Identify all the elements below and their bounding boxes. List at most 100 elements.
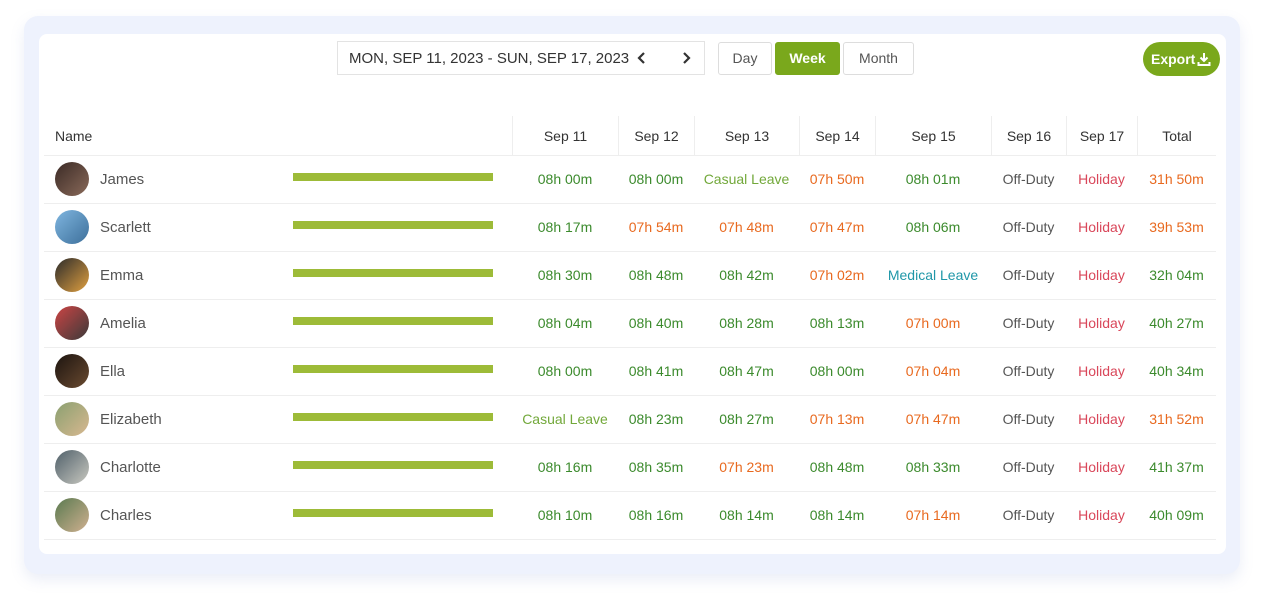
time-cell: Holiday bbox=[1078, 411, 1125, 427]
time-cell: 39h 53m bbox=[1149, 219, 1204, 235]
time-cell: 08h 40m bbox=[628, 315, 684, 331]
time-cell: Holiday bbox=[1078, 507, 1125, 523]
time-cell: 08h 41m bbox=[628, 363, 684, 379]
time-cell: 40h 27m bbox=[1149, 315, 1204, 331]
time-cell: Casual Leave bbox=[522, 411, 608, 427]
time-cell: 40h 34m bbox=[1149, 363, 1204, 379]
prev-button[interactable] bbox=[636, 50, 648, 66]
progress-bar bbox=[293, 173, 493, 181]
time-cell: Off-Duty bbox=[1002, 267, 1055, 283]
time-cell: 08h 14m bbox=[809, 507, 865, 523]
table-row: Charlotte 08h 16m 08h 35m 07h 23m 08h 48m 08h… bbox=[44, 444, 1216, 492]
time-cell: Off-Duty bbox=[1002, 363, 1055, 379]
employee-name: Ella bbox=[100, 363, 126, 380]
time-cell: 08h 14m bbox=[719, 507, 774, 523]
time-cell: 07h 14m bbox=[905, 507, 961, 523]
date-range: MON, SEP 11, 2023 - SUN, SEP 17, 2023 bbox=[349, 50, 630, 67]
time-cell: 08h 42m bbox=[719, 267, 774, 283]
table-row: Elizabeth Casual Leave 08h 23m 08h 27m 07h 1… bbox=[44, 396, 1216, 444]
view-button[interactable]: Day bbox=[718, 42, 772, 75]
time-cell: 07h 47m bbox=[905, 411, 961, 427]
progress-bar bbox=[293, 461, 493, 469]
time-cell: Off-Duty bbox=[1002, 411, 1055, 427]
avatar bbox=[55, 450, 89, 484]
employee-name: Charlotte bbox=[100, 459, 161, 476]
time-cell: 08h 00m bbox=[809, 363, 865, 379]
column-header: Total bbox=[1137, 116, 1216, 156]
export-button[interactable]: Export bbox=[1143, 42, 1220, 76]
employee-name: Scarlett bbox=[100, 219, 151, 236]
time-cell: 08h 17m bbox=[537, 219, 593, 235]
time-cell: 08h 48m bbox=[628, 267, 684, 283]
view-button[interactable]: Week bbox=[775, 42, 840, 75]
time-cell: Off-Duty bbox=[1002, 315, 1055, 331]
next-button[interactable] bbox=[680, 50, 692, 66]
table-row: James 08h 00m 08h 00m Casual Leave 07h 50m 08… bbox=[44, 156, 1216, 204]
time-cell: 07h 13m bbox=[809, 411, 865, 427]
column-header: Sep 11 bbox=[512, 116, 618, 156]
avatar bbox=[55, 498, 89, 532]
time-cell: 31h 52m bbox=[1149, 411, 1204, 427]
time-cell: 07h 48m bbox=[719, 219, 774, 235]
date-range-picker[interactable]: MON, SEP 11, 2023 - SUN, SEP 17, 2023 bbox=[337, 41, 705, 75]
time-cell: Medical Leave bbox=[887, 267, 979, 283]
time-cell: 08h 13m bbox=[809, 315, 865, 331]
time-cell: 07h 00m bbox=[905, 315, 961, 331]
employee-name: Amelia bbox=[100, 315, 146, 332]
time-cell: 08h 00m bbox=[537, 363, 593, 379]
time-cell: 07h 04m bbox=[905, 363, 961, 379]
time-cell: 08h 16m bbox=[537, 459, 593, 475]
time-cell: Holiday bbox=[1078, 267, 1125, 283]
column-header: Sep 17 bbox=[1066, 116, 1137, 156]
table-row: Scarlett 08h 17m 07h 54m 07h 48m 07h 47m 08h … bbox=[44, 204, 1216, 252]
time-cell: 07h 47m bbox=[809, 219, 865, 235]
column-header: Sep 15 bbox=[875, 116, 991, 156]
time-cell: Off-Duty bbox=[1002, 171, 1055, 187]
export-label: Export bbox=[1151, 51, 1196, 67]
time-cell: 08h 28m bbox=[719, 315, 774, 331]
column-header: Sep 14 bbox=[799, 116, 875, 156]
time-cell: 08h 48m bbox=[809, 459, 865, 475]
avatar bbox=[55, 162, 89, 196]
table-row: Amelia 08h 04m 08h 40m 08h 28m 08h 13m 07h 00… bbox=[44, 300, 1216, 348]
avatar bbox=[55, 258, 89, 292]
progress-bar bbox=[293, 317, 493, 325]
column-header: Name bbox=[44, 116, 512, 156]
time-cell: 08h 04m bbox=[537, 315, 593, 331]
employee-name: Emma bbox=[100, 267, 144, 284]
employee-name: James bbox=[100, 171, 145, 188]
column-header: Sep 13 bbox=[694, 116, 799, 156]
time-cell: 08h 35m bbox=[628, 459, 684, 475]
employee-name: Charles bbox=[100, 507, 152, 524]
column-header: Sep 16 bbox=[991, 116, 1066, 156]
progress-bar bbox=[293, 509, 493, 517]
time-cell: Holiday bbox=[1078, 171, 1125, 187]
time-cell: 08h 23m bbox=[628, 411, 684, 427]
time-cell: 31h 50m bbox=[1149, 171, 1204, 187]
table-row: Ella 08h 00m 08h 41m 08h 47m 08h 00m 07h 04m O… bbox=[44, 348, 1216, 396]
time-cell: 08h 16m bbox=[628, 507, 684, 523]
avatar bbox=[55, 306, 89, 340]
time-cell: Off-Duty bbox=[1002, 219, 1055, 235]
time-cell: 08h 01m bbox=[905, 171, 961, 187]
time-cell: Holiday bbox=[1078, 315, 1125, 331]
time-cell: 41h 37m bbox=[1149, 459, 1204, 475]
view-button[interactable]: Month bbox=[843, 42, 914, 75]
time-cell: 08h 27m bbox=[719, 411, 774, 427]
progress-bar bbox=[293, 413, 493, 421]
time-cell: 07h 02m bbox=[809, 267, 865, 283]
time-cell: Off-Duty bbox=[1002, 507, 1055, 523]
time-cell: 08h 00m bbox=[628, 171, 684, 187]
time-cell: 07h 54m bbox=[628, 219, 684, 235]
card bbox=[39, 34, 1226, 554]
table-row: Charles 08h 10m 08h 16m 08h 14m 08h 14m 07h 1… bbox=[44, 492, 1216, 540]
time-cell: 08h 00m bbox=[537, 171, 593, 187]
avatar bbox=[55, 402, 89, 436]
time-cell: Holiday bbox=[1078, 363, 1125, 379]
employee-name: Elizabeth bbox=[100, 411, 162, 428]
avatar bbox=[55, 210, 89, 244]
time-cell: 08h 06m bbox=[905, 219, 961, 235]
time-cell: Holiday bbox=[1078, 459, 1125, 475]
column-header: Sep 12 bbox=[618, 116, 694, 156]
